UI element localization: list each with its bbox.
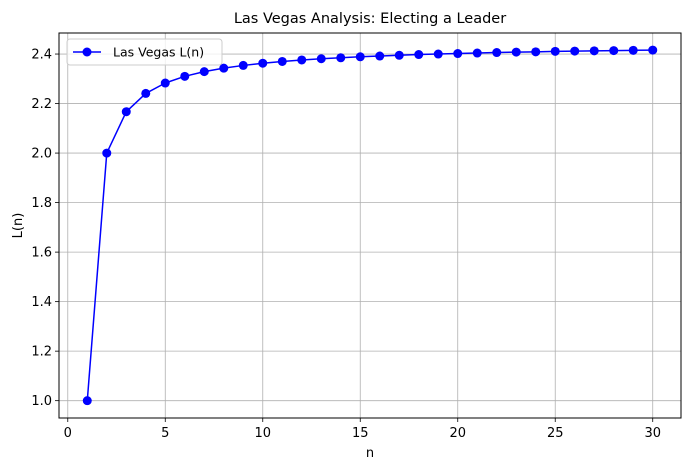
data-point <box>492 48 502 58</box>
data-point <box>453 49 463 59</box>
legend-label: Las Vegas L(n) <box>113 45 204 60</box>
y-tick-label: 1.2 <box>31 345 52 360</box>
data-point <box>180 71 190 81</box>
y-tick-label: 1.8 <box>31 196 52 211</box>
x-tick-label: 5 <box>161 426 169 441</box>
data-point <box>589 46 599 56</box>
y-axis-label: L(n) <box>11 213 26 239</box>
plot-area-frame <box>58 32 682 419</box>
data-point <box>472 48 482 58</box>
data-point <box>121 107 131 117</box>
legend-box <box>66 38 223 66</box>
legend-marker <box>82 47 92 57</box>
data-point <box>394 50 404 60</box>
legend: Las Vegas L(n) <box>66 38 223 66</box>
x-tick-label: 15 <box>352 426 369 441</box>
data-point <box>511 47 521 57</box>
x-tick-label: 0 <box>64 426 72 441</box>
data-point <box>258 58 268 68</box>
y-tick-label: 1.4 <box>31 295 52 310</box>
x-tick-label: 25 <box>547 426 564 441</box>
series-line <box>86 49 653 401</box>
data-point <box>219 63 229 73</box>
x-axis-label: n <box>366 446 374 461</box>
data-point <box>570 46 580 56</box>
data-point <box>336 53 346 63</box>
data-point <box>141 88 151 98</box>
x-tick-label: 30 <box>644 426 661 441</box>
y-tick-label: 2.2 <box>31 97 52 112</box>
data-series <box>82 45 658 406</box>
data-point <box>277 56 287 66</box>
chart-title: Las Vegas Analysis: Electing a Leader <box>234 11 506 27</box>
y-tick-label: 2.4 <box>31 48 52 63</box>
y-tick-label: 1.6 <box>31 246 52 261</box>
data-point <box>355 52 365 62</box>
data-point <box>199 67 209 77</box>
y-tick-label: 2.0 <box>31 147 52 162</box>
data-point <box>375 51 385 61</box>
x-tick-label: 20 <box>449 426 466 441</box>
grid <box>59 33 681 418</box>
data-point <box>238 60 248 70</box>
data-point <box>550 46 560 56</box>
data-point <box>102 148 112 158</box>
data-point <box>648 45 658 55</box>
data-point <box>433 49 443 59</box>
data-point <box>628 45 638 55</box>
data-point <box>531 47 541 57</box>
data-point <box>160 78 170 88</box>
y-tick-label: 1.0 <box>31 394 52 409</box>
data-point <box>297 55 307 65</box>
data-point <box>82 396 92 406</box>
x-tick-label: 10 <box>254 426 271 441</box>
data-point <box>414 50 424 60</box>
data-point <box>316 54 326 64</box>
axis-ticks: 0 5 10 15 20 25 30 1.0 1.2 1.4 1.6 1.8 2.0 2.2 2.4 <box>31 48 661 441</box>
data-point <box>609 46 619 56</box>
